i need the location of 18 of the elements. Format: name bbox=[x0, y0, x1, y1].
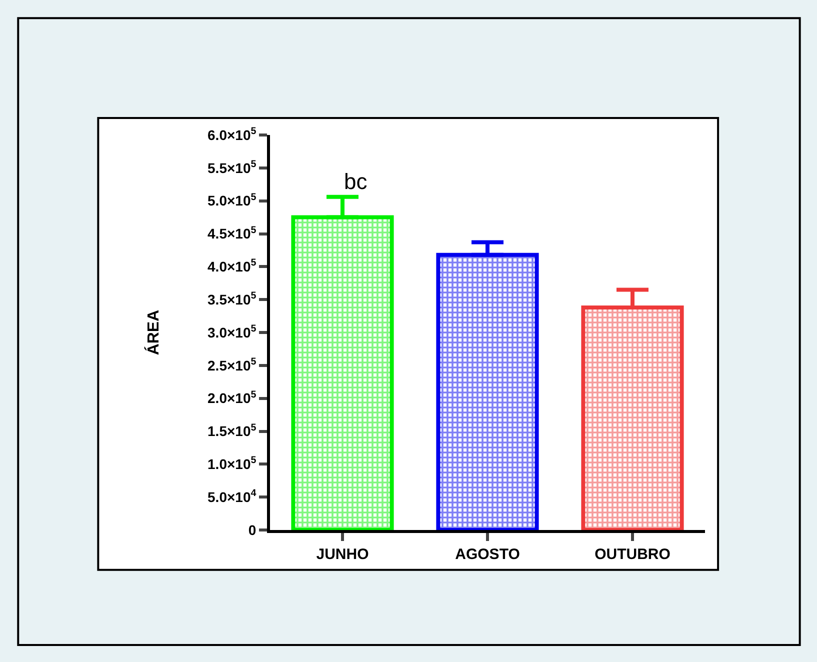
y-tick-label: 1.0×10$^{5}$ bbox=[208, 455, 257, 472]
y-tick-label: 5.0×10$^{5}$ bbox=[208, 192, 257, 209]
y-tick-label: 5.5×10$^{5}$ bbox=[208, 158, 257, 176]
y-tick-label: 1.5×10$^{5}$ bbox=[208, 422, 257, 440]
y-tick-label: 6.0×10$^{5}$ bbox=[208, 126, 257, 143]
y-axis-title: ÁREA bbox=[143, 309, 162, 356]
annotation: bc bbox=[344, 169, 368, 194]
x-tick-label: JUNHO bbox=[316, 546, 370, 563]
y-tick-label: 2.5×10$^{5}$ bbox=[208, 356, 257, 374]
x-tick-label: AGOSTO bbox=[455, 546, 520, 563]
y-tick-label: 0 bbox=[248, 522, 256, 538]
x-tick-label: OUTUBRO bbox=[594, 546, 671, 563]
y-tick-label: 2.0×10$^{5}$ bbox=[208, 389, 257, 406]
y-tick-label: 4.5×10$^{5}$ bbox=[208, 224, 257, 242]
y-tick-label: 5.0×10$^{4}$ bbox=[208, 488, 257, 505]
y-tick-label: 3.5×10$^{5}$ bbox=[208, 290, 257, 308]
y-tick-label: 4.0×10$^{5}$ bbox=[208, 258, 257, 275]
y-tick-label: 3.0×10$^{5}$ bbox=[208, 324, 257, 340]
